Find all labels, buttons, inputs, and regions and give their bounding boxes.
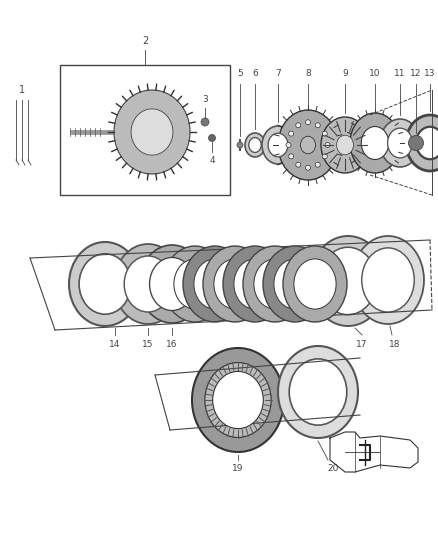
Circle shape xyxy=(286,142,291,148)
Ellipse shape xyxy=(283,246,347,322)
Text: 2: 2 xyxy=(142,36,148,46)
Text: 12: 12 xyxy=(410,69,422,78)
Ellipse shape xyxy=(124,256,172,312)
Circle shape xyxy=(208,134,215,141)
Ellipse shape xyxy=(249,138,261,152)
Text: 13: 13 xyxy=(424,69,436,78)
Ellipse shape xyxy=(263,246,327,322)
Ellipse shape xyxy=(278,346,358,438)
Ellipse shape xyxy=(243,246,307,322)
Text: 9: 9 xyxy=(342,69,348,78)
Text: 4: 4 xyxy=(209,156,215,165)
Ellipse shape xyxy=(300,136,315,154)
Ellipse shape xyxy=(310,236,386,326)
Ellipse shape xyxy=(278,110,338,180)
Ellipse shape xyxy=(205,362,271,438)
Ellipse shape xyxy=(192,348,284,452)
Text: 18: 18 xyxy=(389,340,401,349)
Ellipse shape xyxy=(289,359,347,425)
Circle shape xyxy=(289,154,293,159)
Ellipse shape xyxy=(139,245,205,323)
Text: 7: 7 xyxy=(275,69,281,78)
Text: 1: 1 xyxy=(19,85,25,95)
Circle shape xyxy=(322,131,327,136)
Ellipse shape xyxy=(268,133,288,157)
Ellipse shape xyxy=(194,259,236,309)
Circle shape xyxy=(325,142,330,148)
Ellipse shape xyxy=(362,248,414,312)
Text: 19: 19 xyxy=(232,464,244,473)
Ellipse shape xyxy=(254,259,296,309)
Ellipse shape xyxy=(245,133,265,157)
Text: 6: 6 xyxy=(252,69,258,78)
Ellipse shape xyxy=(223,246,287,322)
Ellipse shape xyxy=(149,257,194,311)
Ellipse shape xyxy=(388,128,413,158)
Ellipse shape xyxy=(352,236,424,324)
Ellipse shape xyxy=(416,127,438,159)
Text: 8: 8 xyxy=(305,69,311,78)
Circle shape xyxy=(409,135,424,150)
Ellipse shape xyxy=(380,119,420,167)
Ellipse shape xyxy=(361,126,389,159)
Bar xyxy=(60,65,230,195)
Text: 17: 17 xyxy=(356,340,368,349)
Ellipse shape xyxy=(294,259,336,309)
Text: 16: 16 xyxy=(166,340,178,349)
Text: 10: 10 xyxy=(369,69,381,78)
Ellipse shape xyxy=(203,246,267,322)
Circle shape xyxy=(322,154,327,159)
Ellipse shape xyxy=(114,90,190,174)
Ellipse shape xyxy=(174,259,216,309)
Text: 20: 20 xyxy=(327,464,339,473)
Circle shape xyxy=(315,123,320,128)
Ellipse shape xyxy=(336,135,353,155)
Ellipse shape xyxy=(406,115,438,171)
Ellipse shape xyxy=(350,113,400,173)
Ellipse shape xyxy=(213,372,263,429)
Text: 5: 5 xyxy=(237,69,243,78)
Ellipse shape xyxy=(234,259,276,309)
Text: 3: 3 xyxy=(202,95,208,104)
Ellipse shape xyxy=(163,246,227,322)
Text: 15: 15 xyxy=(142,340,154,349)
Ellipse shape xyxy=(69,242,141,326)
Ellipse shape xyxy=(274,259,316,309)
Text: 14: 14 xyxy=(110,340,121,349)
Circle shape xyxy=(289,131,293,136)
Circle shape xyxy=(296,162,301,167)
Circle shape xyxy=(305,120,311,125)
Ellipse shape xyxy=(114,244,182,324)
Ellipse shape xyxy=(214,259,256,309)
Ellipse shape xyxy=(321,117,369,173)
Circle shape xyxy=(315,162,320,167)
Circle shape xyxy=(305,165,311,170)
Circle shape xyxy=(237,142,243,148)
Circle shape xyxy=(201,118,209,126)
Text: 11: 11 xyxy=(394,69,406,78)
Ellipse shape xyxy=(131,109,173,155)
Ellipse shape xyxy=(262,126,294,164)
Ellipse shape xyxy=(183,246,247,322)
Ellipse shape xyxy=(79,254,131,314)
Ellipse shape xyxy=(319,247,377,315)
Circle shape xyxy=(296,123,301,128)
